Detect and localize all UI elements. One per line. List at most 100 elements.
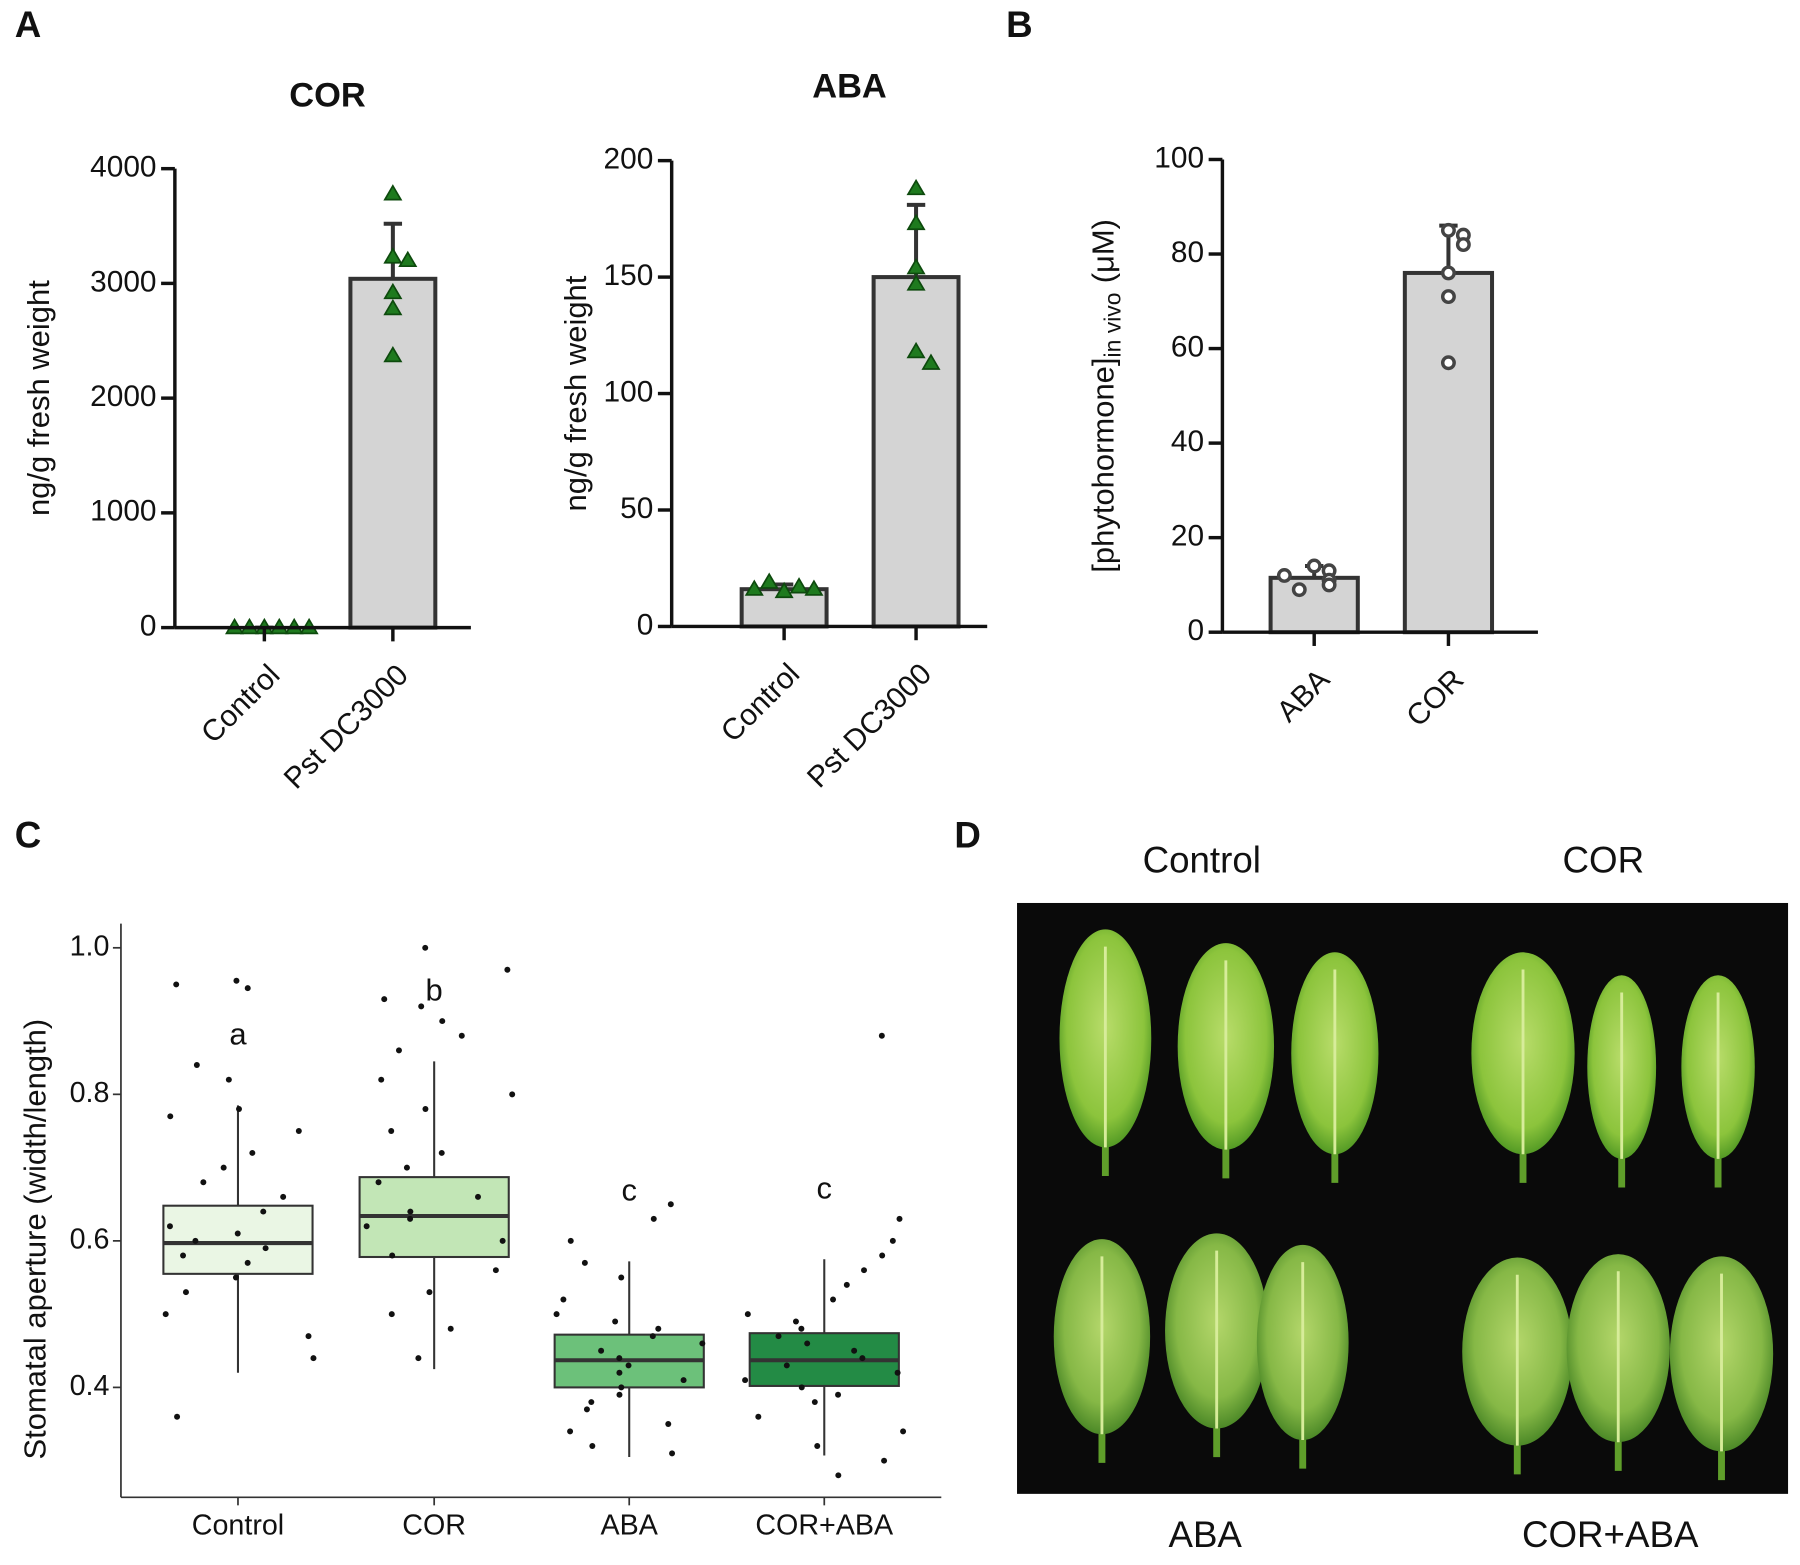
data-point <box>859 1355 866 1362</box>
data-point <box>742 1377 749 1384</box>
y-axis-label: ng/g fresh weight <box>21 280 56 516</box>
data-point <box>492 1267 499 1274</box>
data-point <box>567 1428 574 1435</box>
data-point <box>383 184 403 201</box>
y-axis-label: Stomatal aperture (width/length) <box>17 1019 52 1460</box>
data-point <box>1440 265 1456 281</box>
y-tick-label: 20 <box>1171 520 1204 553</box>
data-point <box>162 1311 169 1318</box>
y-tick-label: 60 <box>1171 330 1204 363</box>
significance-letter: b <box>426 973 443 1008</box>
y-tick-label: 0 <box>637 608 654 641</box>
y-tick-label: 0.8 <box>70 1077 110 1109</box>
data-point <box>192 1237 199 1244</box>
x-tick-label: COR+ABA <box>755 1510 894 1542</box>
y-axis-label: ng/g fresh weight <box>558 275 593 511</box>
data-point <box>182 1289 189 1296</box>
data-point <box>383 298 403 316</box>
data-point <box>395 1047 402 1054</box>
y-tick-label: 80 <box>1171 236 1204 269</box>
data-point <box>407 1208 414 1215</box>
chart-title: COR <box>289 77 366 115</box>
data-point <box>616 1355 623 1362</box>
x-tick-label: ABA <box>601 1510 659 1542</box>
panel-label: B <box>1006 4 1033 45</box>
y-tick-label: 0 <box>140 609 157 642</box>
data-point <box>851 1347 858 1354</box>
image-label: COR <box>1563 840 1645 881</box>
data-point <box>173 981 180 988</box>
data-point <box>422 1106 429 1112</box>
data-point <box>861 1267 867 1274</box>
bar <box>1268 575 1360 635</box>
data-point <box>835 1472 842 1479</box>
significance-letter: c <box>621 1173 636 1208</box>
data-point <box>234 1230 241 1237</box>
data-point <box>438 1149 445 1156</box>
image-label: ABA <box>1168 1514 1242 1555</box>
bar <box>1402 270 1495 635</box>
image-label: COR+ABA <box>1522 1514 1699 1555</box>
data-point <box>814 1443 821 1450</box>
data-point <box>896 1215 903 1222</box>
data-point <box>894 1369 901 1376</box>
y-tick-label: 200 <box>604 143 654 176</box>
y-tick-label: 0.4 <box>70 1370 110 1402</box>
data-point <box>280 1193 287 1200</box>
data-point <box>843 1281 850 1288</box>
data-point <box>744 579 764 596</box>
y-tick-label: 150 <box>604 259 654 292</box>
panel-label: C <box>15 814 42 855</box>
data-point <box>811 1399 818 1406</box>
data-point <box>398 250 418 268</box>
data-point <box>921 353 941 370</box>
chart-title: ABA <box>812 67 887 105</box>
data-point <box>789 577 809 594</box>
significance-letter: a <box>229 1017 247 1052</box>
data-point <box>567 1237 574 1244</box>
data-point <box>378 1076 385 1083</box>
bar <box>871 275 961 629</box>
y-axis-label-main: [phytohormone] <box>1086 357 1121 572</box>
data-point <box>878 1032 885 1039</box>
data-point <box>1276 568 1292 583</box>
y-tick-label: 100 <box>1154 141 1204 174</box>
data-point <box>458 1032 465 1039</box>
data-point <box>906 178 926 196</box>
data-point <box>305 1333 312 1340</box>
significance-letter: c <box>817 1171 832 1206</box>
data-point <box>835 1391 842 1398</box>
panel-label: D <box>954 814 981 855</box>
data-point <box>792 1318 799 1325</box>
data-point <box>906 274 926 291</box>
data-point <box>906 258 926 275</box>
y-tick-label: 0.6 <box>70 1223 110 1255</box>
data-point <box>889 1237 896 1244</box>
data-point <box>180 1252 187 1259</box>
bar <box>348 276 438 630</box>
data-point <box>426 1289 433 1296</box>
data-point <box>1440 289 1456 305</box>
leaves <box>1053 929 1774 1481</box>
data-point <box>383 282 403 300</box>
x-tick-label: Pst DC3000 <box>801 657 938 794</box>
data-point <box>798 1384 805 1391</box>
data-point <box>774 581 794 599</box>
x-tick-label: ABA <box>1271 663 1337 729</box>
y-tick-label: 40 <box>1171 425 1204 458</box>
y-tick-label: 2000 <box>90 380 156 413</box>
data-point <box>407 1215 414 1222</box>
x-tick-label: COR <box>402 1510 466 1542</box>
data-point <box>504 966 511 973</box>
data-point <box>200 1179 207 1186</box>
data-point <box>166 1223 173 1230</box>
data-point <box>260 1208 267 1215</box>
data-point <box>783 1362 790 1369</box>
data-point <box>1440 222 1456 238</box>
data-point <box>906 213 926 231</box>
data-point <box>509 1091 516 1098</box>
y-axis-label: [phytohormone]in vivo (μM) <box>1086 219 1126 573</box>
data-point <box>310 1355 317 1362</box>
data-point <box>439 1018 446 1025</box>
